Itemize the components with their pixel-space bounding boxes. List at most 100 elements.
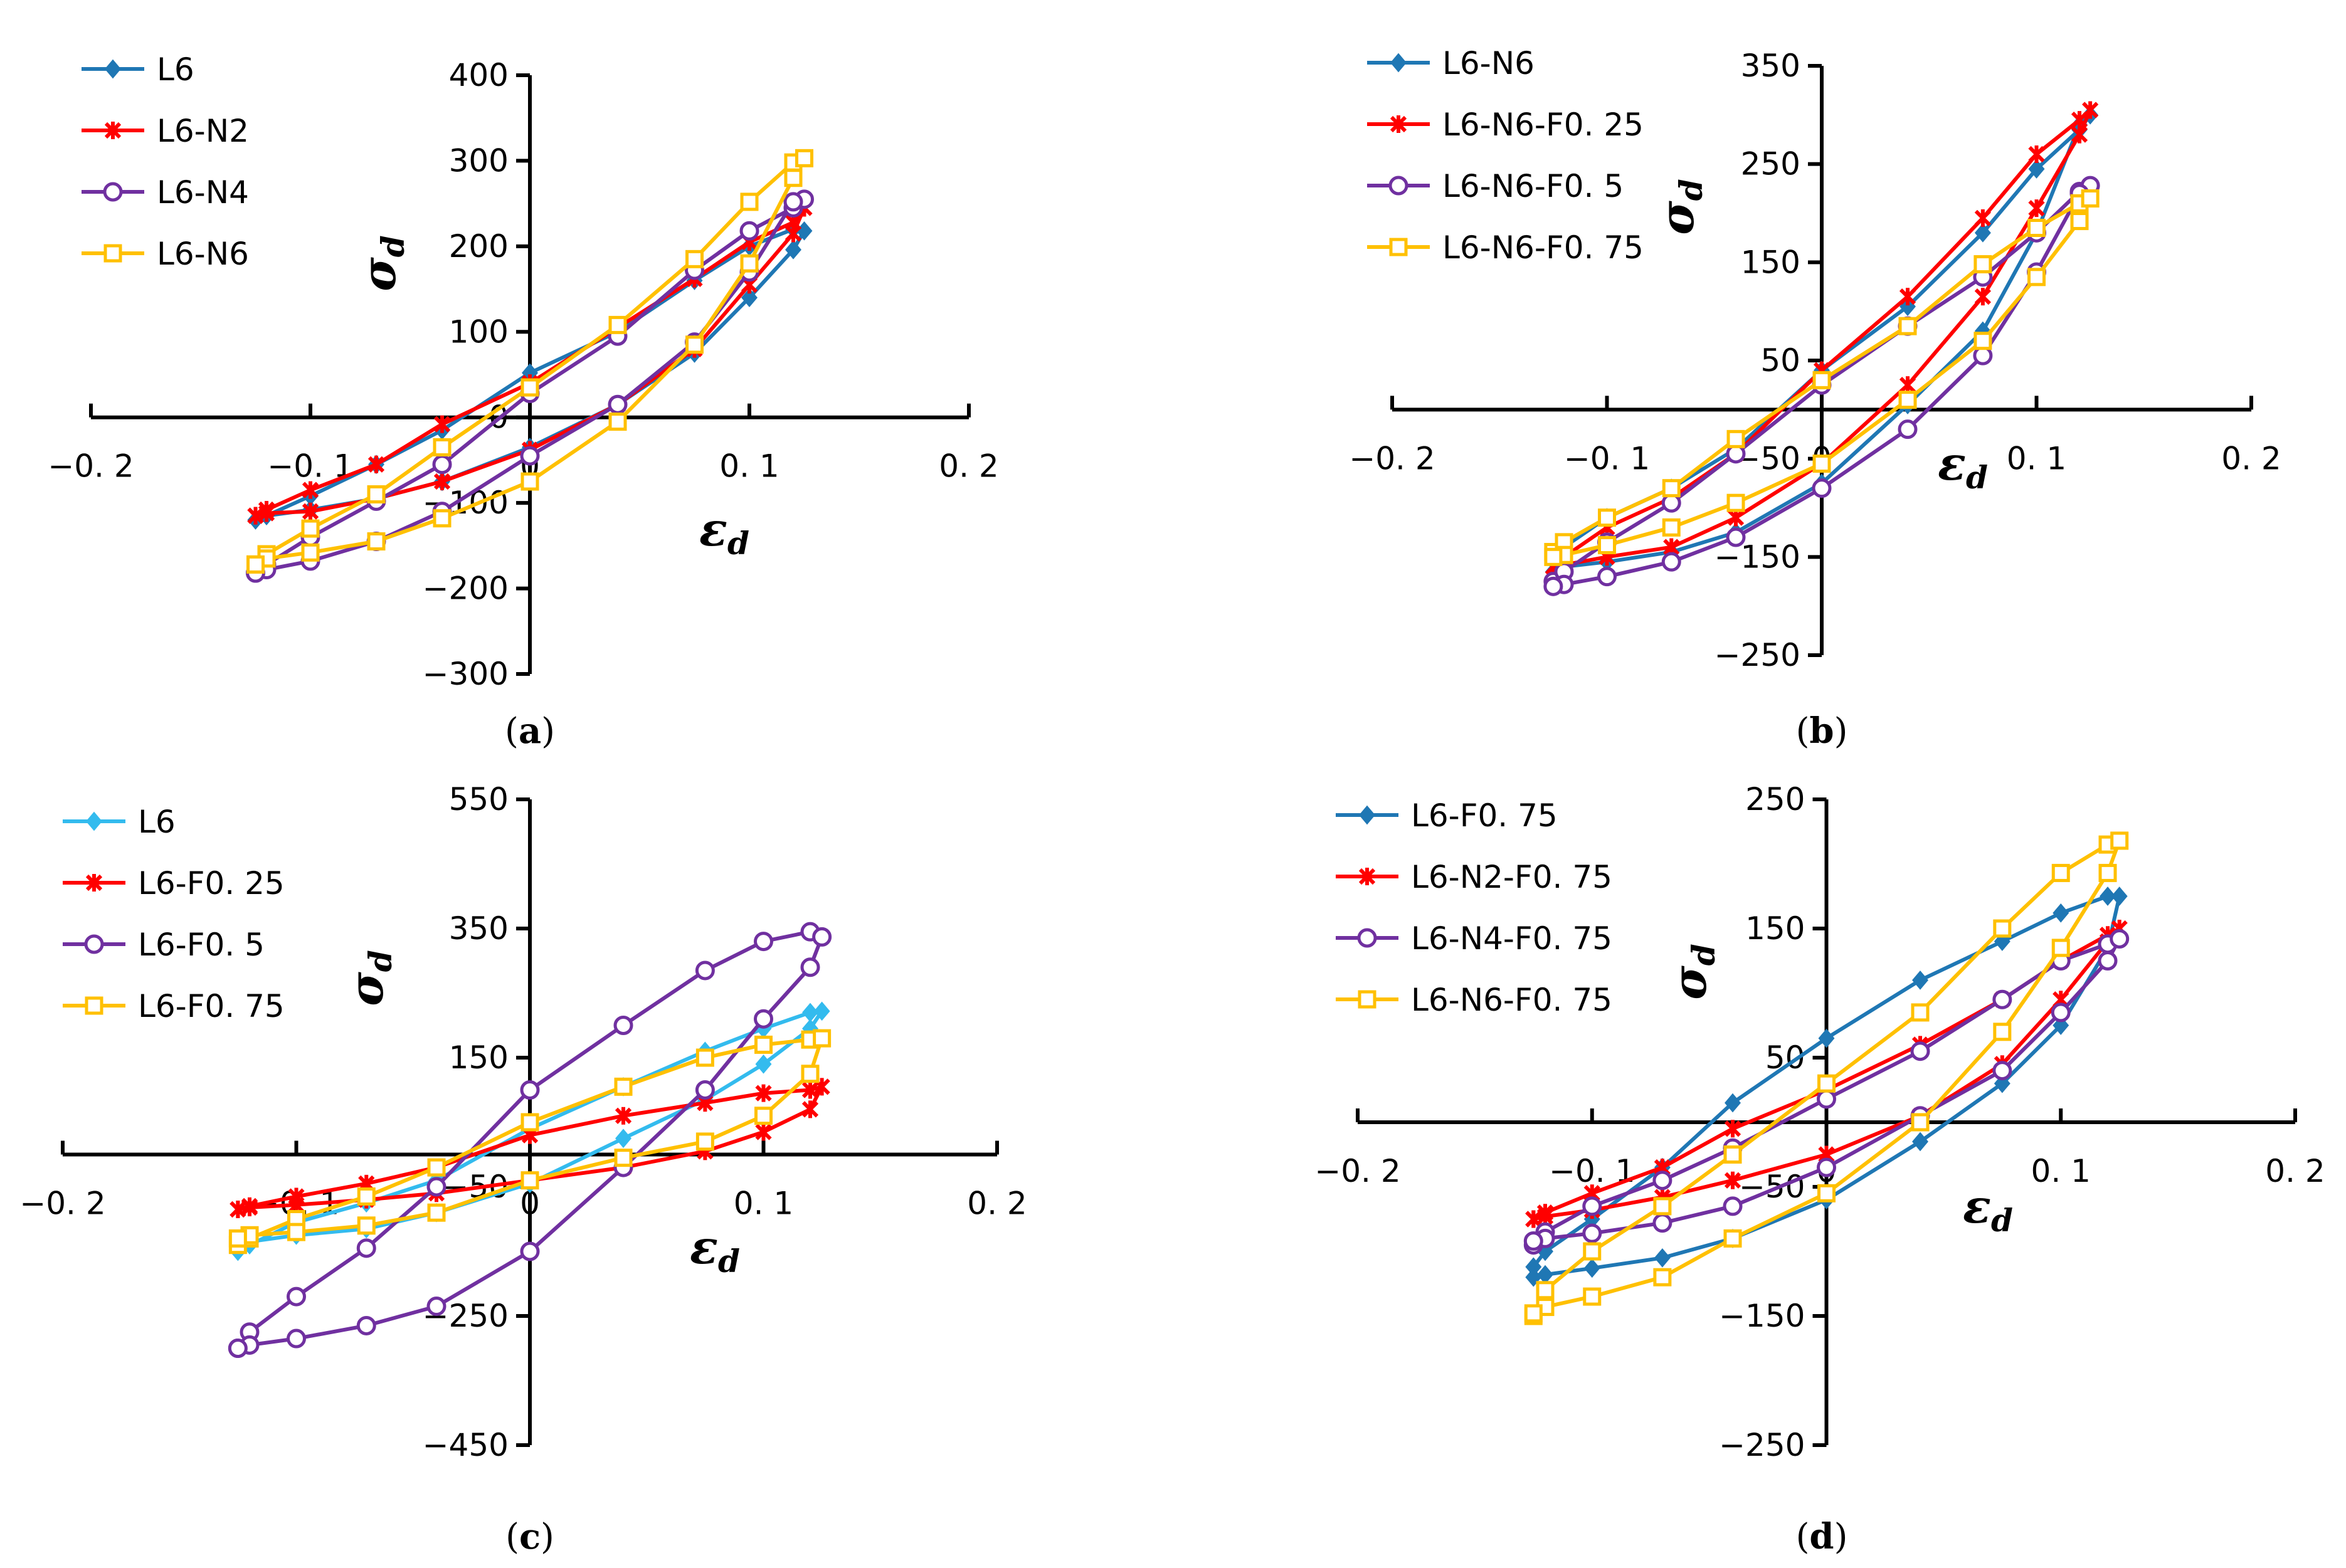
- data-point: [356, 1315, 376, 1335]
- y-tick-label: 50: [1760, 342, 1800, 379]
- data-point: [2110, 831, 2129, 850]
- data-point: [2098, 951, 2118, 971]
- data-point: [2070, 212, 2089, 231]
- y-axis-title: σd: [352, 235, 411, 292]
- data-point: [520, 1241, 540, 1261]
- data-point: [1723, 1196, 1743, 1216]
- x-tick-label: 0. 2: [2265, 1153, 2325, 1189]
- data-point: [1662, 479, 1681, 498]
- data-point: [247, 507, 264, 525]
- x-tick-label: 0. 1: [2031, 1153, 2091, 1189]
- data-point: [426, 1177, 446, 1197]
- data-point: [1598, 508, 1616, 527]
- data-point: [755, 1084, 772, 1102]
- data-point: [2028, 145, 2045, 163]
- data-point: [1725, 1093, 1741, 1113]
- series-l6-n6: [246, 149, 813, 574]
- data-point: [1899, 288, 1916, 306]
- y-tick-label: 150: [1745, 910, 1805, 947]
- data-point: [520, 446, 540, 466]
- legend-label: L6: [138, 804, 176, 840]
- x-tick-label: −0. 2: [1314, 1153, 1400, 1189]
- data-point: [1726, 527, 1746, 547]
- data-point: [301, 543, 320, 562]
- y-tick-label: 200: [449, 228, 509, 265]
- data-point: [356, 1238, 376, 1258]
- legend-marker: [103, 182, 123, 202]
- data-point: [433, 509, 452, 528]
- data-point: [1523, 1231, 1543, 1251]
- data-point: [520, 1080, 540, 1100]
- data-point: [813, 1029, 832, 1048]
- legend: L6-F0. 75 L6-N2-F0. 75 L6-N4-F0. 75 L6-N6-F…: [1336, 797, 1612, 1018]
- data-point: [1812, 478, 1832, 498]
- data-point: [1992, 989, 2012, 1009]
- data-point: [1817, 1184, 1836, 1202]
- data-point: [1582, 1196, 1602, 1216]
- data-point: [1993, 919, 2012, 938]
- data-point: [785, 239, 801, 260]
- data-point: [1661, 552, 1681, 572]
- series-l6-f0-5: [228, 922, 832, 1358]
- legend-label: L6-F0. 25: [138, 865, 285, 902]
- data-point: [615, 1129, 631, 1149]
- data-point: [1653, 1197, 1672, 1216]
- data-point: [755, 1123, 772, 1141]
- data-point: [287, 1329, 306, 1349]
- data-point: [1812, 371, 1831, 389]
- data-point: [813, 1001, 830, 1021]
- data-point: [1726, 493, 1745, 512]
- y-tick-label: 350: [449, 910, 509, 947]
- data-point: [1544, 547, 1563, 566]
- x-tick-label: −0. 2: [19, 1186, 105, 1222]
- data-point: [2027, 219, 2046, 237]
- y-tick-label: 400: [449, 57, 509, 93]
- y-tick-label: −300: [423, 656, 509, 692]
- y-tick-label: 350: [1741, 48, 1800, 84]
- caption-c: (c): [505, 1516, 554, 1557]
- data-point: [520, 378, 539, 397]
- data-point: [433, 415, 451, 433]
- legend: L6 L6-N2 L6-N4 L6-N6: [82, 51, 249, 272]
- data-point: [1543, 576, 1563, 596]
- legend-marker: [1390, 115, 1407, 133]
- data-point: [2051, 863, 2070, 882]
- data-point: [1583, 1258, 1600, 1278]
- data-point: [754, 932, 773, 952]
- data-point: [1653, 1268, 1672, 1286]
- legend-marker: [104, 122, 122, 139]
- data-point: [608, 315, 627, 334]
- y-tick-label: −150: [1719, 1298, 1805, 1334]
- data-point: [2027, 268, 2046, 287]
- data-point: [287, 1223, 305, 1241]
- data-point: [433, 438, 452, 456]
- y-tick-label: 150: [1741, 244, 1800, 280]
- data-point: [754, 1009, 773, 1029]
- legend-label: L6-N2-F0. 75: [1411, 859, 1612, 895]
- legend-label: L6-N6-F0. 75: [1411, 982, 1612, 1018]
- data-point: [1537, 1265, 1553, 1285]
- data-point: [785, 224, 802, 243]
- panel-b: −0. 2−0. 100. 10. 2−250−150−505015025035…: [1349, 45, 2281, 673]
- data-point: [1598, 536, 1616, 555]
- data-point: [754, 1035, 773, 1054]
- data-point: [695, 960, 715, 981]
- data-point: [1911, 1113, 1930, 1132]
- data-point: [1912, 1132, 1928, 1152]
- legend-label: L6-N4: [157, 174, 249, 211]
- data-point: [685, 250, 704, 268]
- y-tick-label: −250: [1719, 1427, 1805, 1463]
- data-point: [357, 1187, 376, 1206]
- data-point: [2053, 903, 2069, 923]
- legend-marker: [103, 244, 122, 263]
- data-point: [287, 1286, 306, 1307]
- legend-label: L6-F0. 75: [1411, 797, 1558, 834]
- legend-label: L6-F0. 5: [138, 927, 265, 963]
- data-point: [812, 927, 832, 947]
- data-point: [1652, 1213, 1672, 1233]
- y-axis-title: σd: [340, 950, 399, 1006]
- legend-marker: [1358, 990, 1376, 1009]
- legend-marker: [85, 874, 103, 892]
- data-point: [2082, 101, 2099, 119]
